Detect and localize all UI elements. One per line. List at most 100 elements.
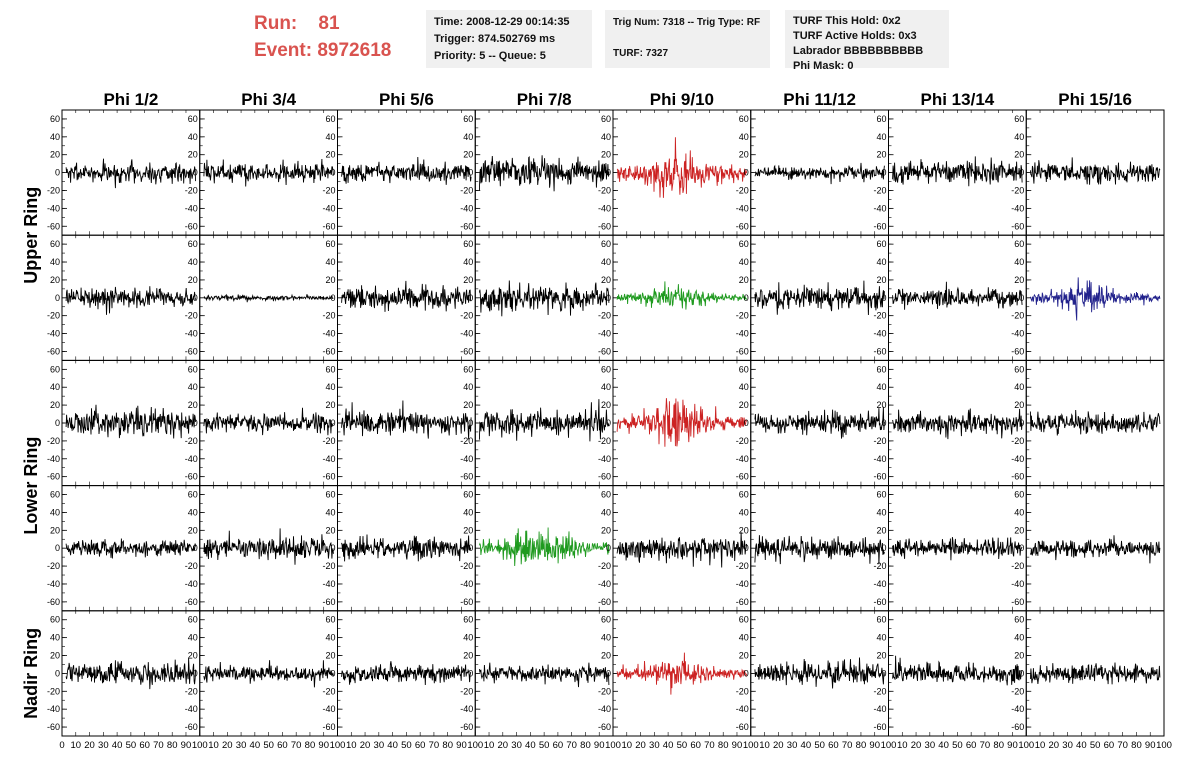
x-tick-label: 10 [759,740,770,751]
y-tick-label: 20 [739,275,749,285]
x-tick-label: 90 [1145,740,1156,751]
y-tick-label: -60 [460,221,473,231]
y-tick-label: 60 [876,615,886,625]
waveform-trace [65,158,197,189]
x-tick-label: 40 [801,740,812,751]
waveform-trace [754,406,885,439]
y-tick-label: -40 [185,579,198,589]
y-tick-label: 0 [468,293,473,303]
waveform-trace [616,532,748,568]
row-label: Upper Ring [21,187,41,284]
y-tick-label: 20 [739,525,749,535]
y-tick-label: -40 [1011,329,1024,339]
y-tick-label: -60 [736,472,749,482]
y-tick-label: -60 [598,597,611,607]
y-tick-label: -60 [47,722,60,732]
y-tick-label: 40 [463,382,473,392]
y-tick-label: 0 [55,168,60,178]
y-tick-label: -20 [873,311,886,321]
y-tick-label: 0 [1019,668,1024,678]
phi-mask-text: Phi Mask: 0 [793,60,854,72]
waveform-trace [478,662,610,688]
y-tick-label: -40 [460,579,473,589]
y-tick-label: 0 [1019,168,1024,178]
waveform-trace [203,528,334,565]
y-tick-label: 20 [50,525,60,535]
y-tick-label: 0 [330,293,335,303]
x-tick-label: 100 [467,740,483,751]
y-tick-label: 60 [325,114,335,124]
waveform-trace [341,280,472,312]
y-tick-label: -40 [460,329,473,339]
x-tick-label: 60 [277,740,288,751]
y-tick-label: 60 [876,490,886,500]
y-tick-label: 0 [468,418,473,428]
x-tick-label: 100 [881,740,897,751]
y-tick-label: 0 [606,168,611,178]
x-tick-label: 50 [401,740,412,751]
x-tick-label: 80 [718,740,729,751]
y-tick-label: 40 [1014,382,1024,392]
waveform-trace [616,652,748,695]
turf-active-holds-text: TURF Active Holds: 0x3 [793,30,917,42]
y-tick-label: -20 [460,561,473,571]
y-tick-label: -40 [460,454,473,464]
y-tick-label: 0 [55,543,60,553]
x-tick-label: 100 [605,740,621,751]
y-tick-label: -60 [322,221,335,231]
x-tick-label: 40 [938,740,949,751]
y-tick-label: 40 [325,633,335,643]
y-tick-label: 60 [50,490,60,500]
y-tick-label: 0 [606,293,611,303]
y-tick-label: -40 [598,329,611,339]
y-tick-label: -60 [598,221,611,231]
waveform-trace [754,162,885,185]
y-tick-label: 40 [463,257,473,267]
y-tick-label: 0 [881,168,886,178]
waveform-trace [203,407,334,436]
y-tick-label: 40 [1014,132,1024,142]
waveform-trace [65,404,197,439]
y-tick-label: 60 [739,615,749,625]
y-tick-label: -20 [873,561,886,571]
x-tick-label: 30 [511,740,522,751]
waveform-trace [1029,409,1161,436]
y-tick-label: -60 [736,722,749,732]
trigger-text: Trigger: 874.502769 ms [434,33,556,45]
x-tick-label: 70 [429,740,440,751]
y-tick-label: -40 [1011,454,1024,464]
y-tick-label: 20 [50,400,60,410]
column-header: Phi 15/16 [1058,90,1132,109]
y-tick-label: -60 [322,472,335,482]
y-tick-label: -40 [873,704,886,714]
x-tick-label: 50 [263,740,274,751]
x-tick-label: 20 [222,740,233,751]
y-tick-label: -40 [47,329,60,339]
x-tick-label: 60 [1104,740,1115,751]
waveform-trace [65,658,197,690]
y-tick-label: -60 [322,346,335,356]
y-tick-label: 40 [1014,633,1024,643]
x-tick-label: 70 [291,740,302,751]
y-tick-label: 60 [463,615,473,625]
x-tick-label: 10 [1035,740,1046,751]
x-tick-label: 30 [925,740,936,751]
y-tick-label: -40 [1011,579,1024,589]
y-tick-label: 40 [325,507,335,517]
x-tick-label: 30 [787,740,798,751]
trigger-info-box: Trig Num: 7318 -- Trig Type: RF TURF: 73… [605,10,770,68]
x-tick-label: 60 [415,740,426,751]
y-tick-label: 20 [325,150,335,160]
y-tick-label: -60 [736,221,749,231]
turf-info-box: TURF This Hold: 0x2 TURF Active Holds: 0… [785,10,949,72]
x-tick-label: 40 [387,740,398,751]
y-tick-label: 20 [325,651,335,661]
x-tick-label: 80 [305,740,316,751]
y-tick-label: 40 [188,382,198,392]
x-tick-label: 10 [70,740,81,751]
y-tick-label: 20 [188,275,198,285]
y-tick-label: 0 [606,418,611,428]
y-tick-label: -20 [322,686,335,696]
y-tick-label: -40 [322,203,335,213]
x-tick-label: 90 [456,740,467,751]
